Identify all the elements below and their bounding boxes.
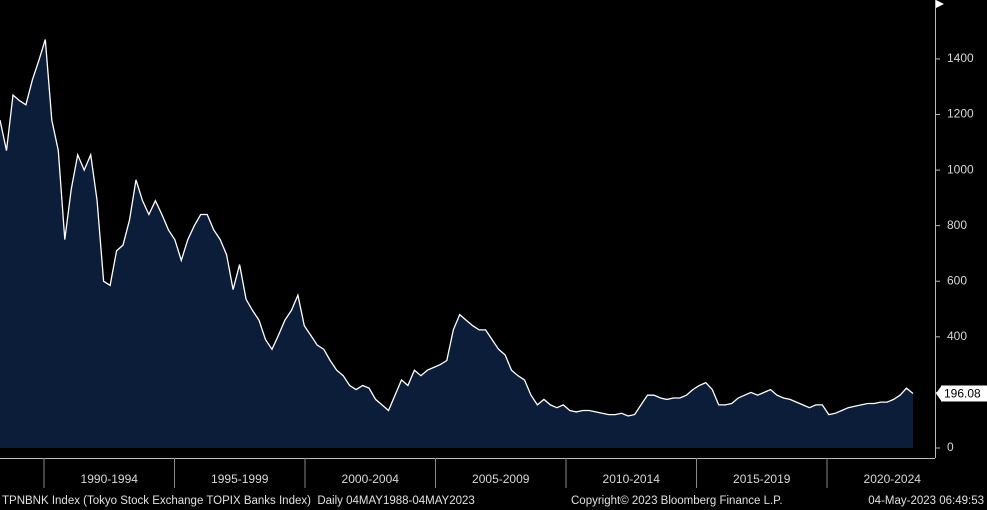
area xyxy=(0,39,913,448)
x-tick-label: 2020-2024 xyxy=(864,472,922,486)
footer-copyright: Copyright© 2023 Bloomberg Finance L.P. xyxy=(571,495,783,507)
x-tick-label: 2005-2009 xyxy=(472,472,530,486)
x-tick-label: 1995-1999 xyxy=(211,472,269,486)
y-tick-label: 600 xyxy=(947,273,967,287)
y-tick-label: 800 xyxy=(947,218,967,232)
x-tick-label: 2000-2004 xyxy=(342,472,400,486)
line xyxy=(0,39,914,417)
y-tick-label: 1400 xyxy=(947,51,974,65)
y-tick-label: 0 xyxy=(947,440,954,454)
x-tick-label: 2015-2019 xyxy=(733,472,791,486)
y-tick-label: 1000 xyxy=(947,162,974,176)
x-tick-label: 1990-1994 xyxy=(81,472,139,486)
last-value-box xyxy=(941,385,987,402)
last-value-label: 196.08 xyxy=(944,387,981,401)
axis-arrow xyxy=(936,0,944,8)
y-tick-label: 400 xyxy=(947,329,967,343)
x-tick-label: 2010-2014 xyxy=(603,472,661,486)
last-value-pointer xyxy=(936,386,941,401)
footer-timestamp: 04-May-2023 06:49:53 xyxy=(868,495,984,507)
footer-source: TPNBNK Index (Tokyo Stock Exchange TOPIX… xyxy=(2,495,475,507)
y-tick-label: 1200 xyxy=(947,107,974,121)
